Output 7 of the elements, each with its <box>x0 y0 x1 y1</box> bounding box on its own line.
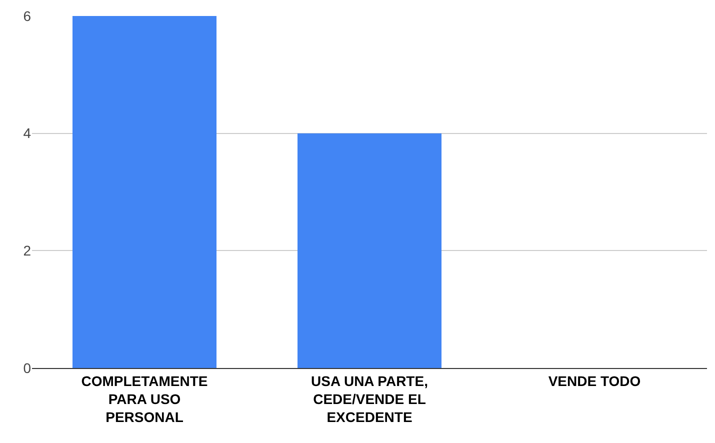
x-tick-label: VENDE TODO <box>548 372 641 389</box>
y-tick-label: 0 <box>23 360 32 376</box>
x-tick-label: COMPLETAMENTE PARA USO PERSONAL <box>81 372 208 426</box>
x-tick-label: USA UNA PARTE, CEDE/VENDE EL EXCEDENTE <box>311 372 428 426</box>
y-tick-label: 6 <box>23 8 32 24</box>
y-tick-label: 2 <box>23 242 32 259</box>
y-tick-label: 4 <box>23 125 32 142</box>
